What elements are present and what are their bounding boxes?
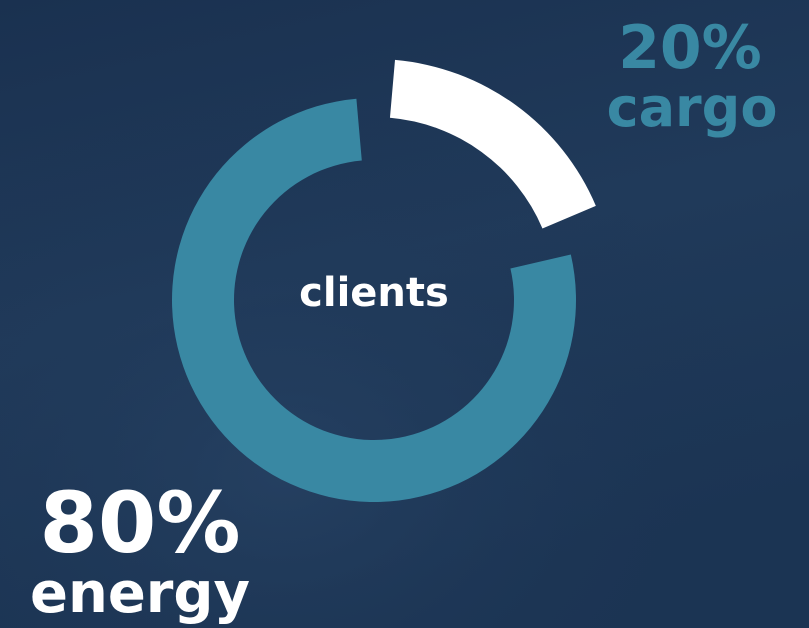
energy-value-label: 80% xyxy=(39,474,240,572)
cargo-category-label: cargo xyxy=(607,76,778,139)
donut-segment xyxy=(389,59,596,229)
donut-segment xyxy=(172,98,577,502)
center-label: clients xyxy=(299,270,449,316)
cargo-value-label: 20% xyxy=(618,13,762,83)
energy-category-label: energy xyxy=(30,561,250,626)
